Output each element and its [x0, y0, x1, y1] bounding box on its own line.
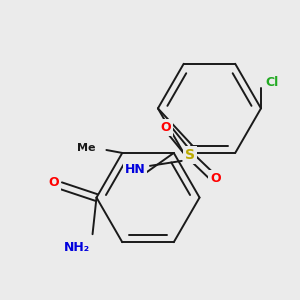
- Text: S: S: [184, 148, 195, 162]
- Text: O: O: [49, 176, 59, 189]
- Text: HN: HN: [125, 163, 146, 176]
- Text: Me: Me: [77, 143, 96, 153]
- Text: Cl: Cl: [265, 76, 278, 89]
- Text: O: O: [210, 172, 221, 185]
- Text: O: O: [160, 121, 171, 134]
- Text: NH₂: NH₂: [64, 241, 90, 254]
